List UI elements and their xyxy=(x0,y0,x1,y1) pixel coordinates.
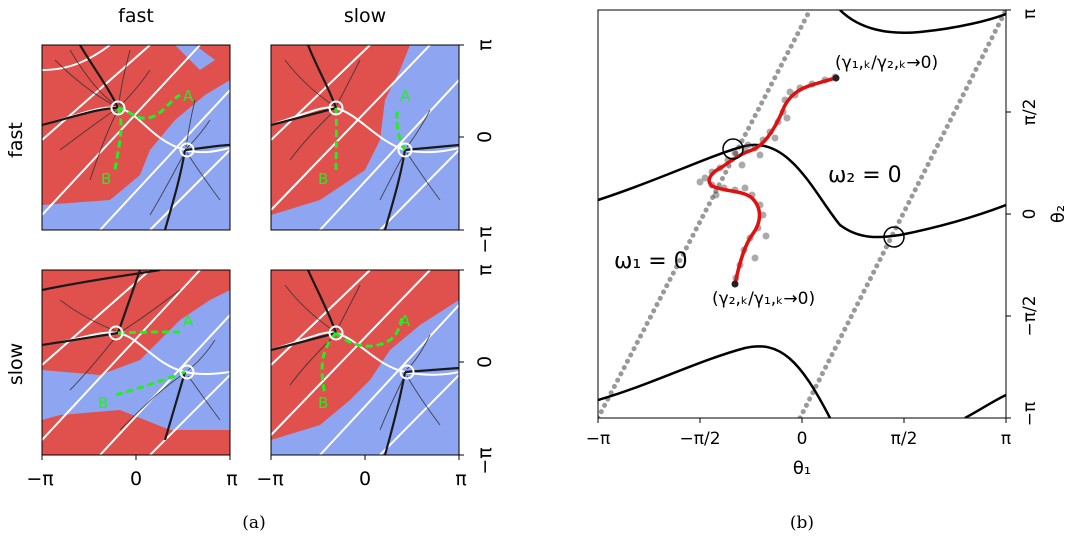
fixed-point-marker xyxy=(722,138,744,160)
path-endpoint xyxy=(832,74,840,82)
x-tick-label: −π/2 xyxy=(679,429,720,449)
fixed-point-marker xyxy=(883,226,905,248)
caption-b: (b) xyxy=(790,513,814,533)
x-tick-label: π xyxy=(1001,429,1011,449)
basin-blue-region xyxy=(42,80,230,230)
x-tick-label: π/2 xyxy=(891,429,918,449)
point-label-b: B xyxy=(98,394,108,412)
fixed-point-marker xyxy=(328,325,344,341)
x-tick-label: 0 xyxy=(130,468,142,490)
annotation-ratio-bottom: (γ₂,ₖ/γ₁,ₖ→0) xyxy=(712,289,815,309)
transition-path-b xyxy=(114,370,186,397)
basin-blue-region xyxy=(175,45,215,70)
subplot-fast-fast: A B xyxy=(42,45,230,230)
path-endpoint xyxy=(731,280,739,288)
x-tick-label: −π xyxy=(26,468,53,490)
x-tick-label: −π xyxy=(256,468,283,490)
transition-path-a xyxy=(335,317,404,348)
subplot-fast-slow: A B xyxy=(271,45,459,230)
optimized-path xyxy=(707,76,837,285)
fixed-point-marker xyxy=(399,364,415,380)
y-tick-label: −π xyxy=(474,447,496,474)
fixed-point-marker xyxy=(328,100,344,116)
column-header-fast: fast xyxy=(118,5,154,27)
column-header-slow: slow xyxy=(344,5,386,27)
transition-path-a xyxy=(117,93,181,120)
x-tick-label: −π xyxy=(586,429,610,449)
fixed-point-marker xyxy=(108,325,124,341)
annotation-omega1: ω₁ = 0 xyxy=(614,249,688,274)
basin-blue-region xyxy=(42,290,230,430)
point-label-b: B xyxy=(318,394,328,412)
x-tick-label: 0 xyxy=(359,468,371,490)
fixed-point-marker xyxy=(179,142,195,158)
y-tick-label: π xyxy=(474,39,496,50)
point-label-a: A xyxy=(183,87,194,105)
point-label-a: A xyxy=(183,312,194,330)
x-axis-label: θ₁ xyxy=(793,458,811,479)
omega2-nullcline xyxy=(598,10,1006,418)
y-tick-label: −π xyxy=(1020,402,1040,426)
fixed-point-marker xyxy=(110,100,126,116)
subplot-slow-fast: A B xyxy=(42,270,230,455)
caption-a: (a) xyxy=(242,513,265,533)
y-tick-label: 0 xyxy=(1020,209,1040,220)
y-tick-label: π xyxy=(1020,9,1040,19)
point-label-b: B xyxy=(101,170,111,188)
y-tick-label: −π xyxy=(474,226,496,253)
x-tick-label: 0 xyxy=(797,429,808,449)
transition-path-a xyxy=(395,107,407,151)
fixed-point-marker xyxy=(179,364,195,380)
subplot-slow-slow: A B xyxy=(271,270,459,455)
trajectory-points xyxy=(696,73,839,282)
annotation-ratio-top: (γ₁,ₖ/γ₂,ₖ→0) xyxy=(835,53,938,73)
panel-a: fast slow fast slow xyxy=(5,5,496,533)
x-tick-label: π xyxy=(455,468,466,490)
row-header-slow: slow xyxy=(5,343,27,385)
basin-blue-region xyxy=(271,45,459,230)
y-tick-label: 0 xyxy=(474,131,496,143)
y-tick-label: π xyxy=(474,264,496,275)
panel-b: −π −π/2 0 π/2 π π π/2 0 −π/2 −π θ₁ θ₂ ω₁… xyxy=(586,9,1069,533)
transition-path-b xyxy=(113,107,123,171)
point-label-a: A xyxy=(400,312,411,330)
transition-path-a xyxy=(117,330,183,335)
basin-blue-region xyxy=(271,300,459,455)
point-label-a: A xyxy=(400,87,411,105)
y-axis-label: θ₂ xyxy=(1048,205,1069,223)
y-tick-label: −π/2 xyxy=(1020,295,1040,336)
annotation-omega2: ω₂ = 0 xyxy=(828,163,902,188)
fixed-point-marker xyxy=(397,142,413,158)
y-tick-label: 0 xyxy=(474,356,496,368)
omega1-nullcline xyxy=(598,10,1006,418)
row-header-fast: fast xyxy=(5,122,27,158)
point-label-b: B xyxy=(318,170,328,188)
x-tick-label: π xyxy=(226,468,237,490)
y-tick-label: π/2 xyxy=(1020,99,1040,126)
